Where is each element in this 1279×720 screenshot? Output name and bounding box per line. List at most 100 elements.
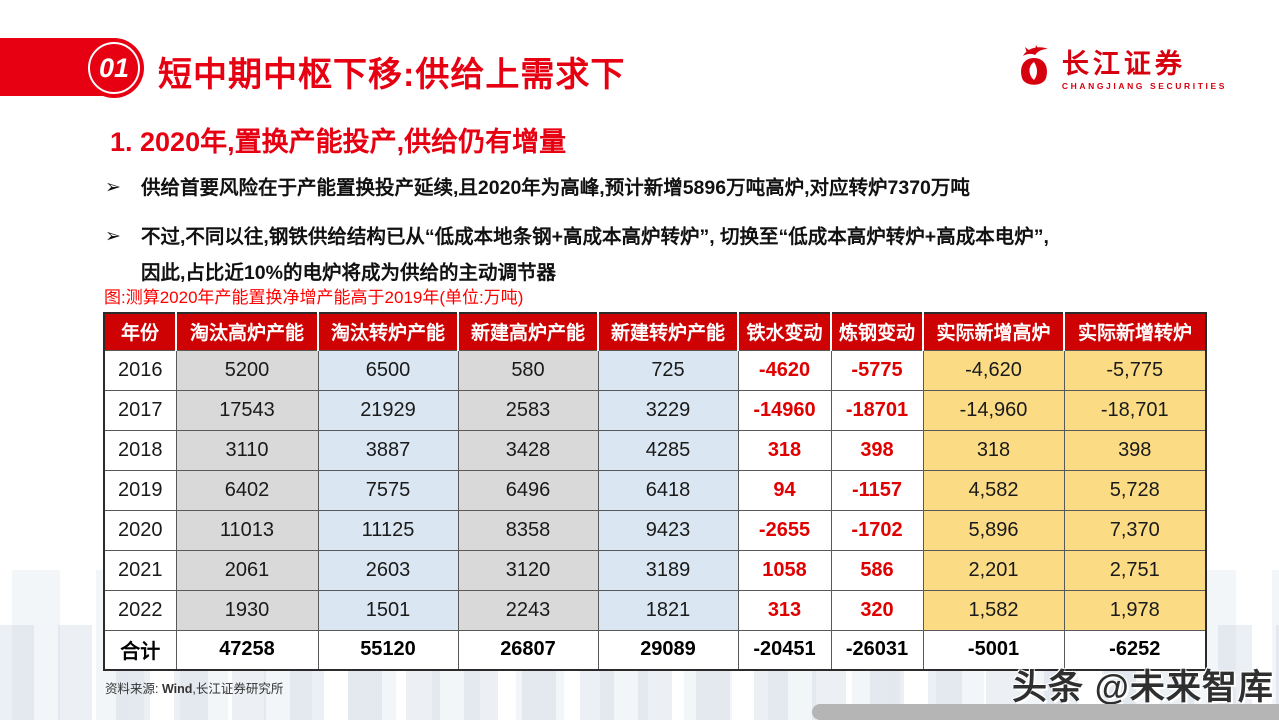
year-cell: 2018 xyxy=(103,429,177,471)
table-row: 2021 2061 2603 3120 3189 1058 586 2,201 2,751 xyxy=(103,549,1207,591)
source-prefix: 资料来源: xyxy=(105,682,162,696)
value-cell: 47258 xyxy=(175,629,319,671)
value-cell: 1,582 xyxy=(922,589,1065,631)
value-cell: 3110 xyxy=(175,429,319,471)
value-cell: 5,728 xyxy=(1063,469,1207,511)
dragon-emblem-icon xyxy=(1015,44,1053,97)
value-cell: -26031 xyxy=(830,629,924,671)
value-cell: 2061 xyxy=(175,549,319,591)
value-cell: -2655 xyxy=(737,509,832,551)
value-cell: 5200 xyxy=(175,349,319,391)
capacity-table-wrap: 年份 淘汰高炉产能 淘汰转炉产能 新建高炉产能 新建转炉产能 铁水变动 炼钢变动 实际新增高炉… xyxy=(103,312,1207,671)
column-header: 实际新增高炉 xyxy=(922,313,1064,350)
year-cell: 2022 xyxy=(103,589,177,631)
column-header: 铁水变动 xyxy=(737,313,831,350)
table-row: 2017 17543 21929 2583 3229 -14960 -18701 -14,96… xyxy=(103,389,1207,431)
column-header: 新建转炉产能 xyxy=(597,313,738,350)
bullet-text: 不过,不同以往,钢铁供给结构已从“低成本地条钢+高成本高炉转炉”, 切换至“低成… xyxy=(141,226,1049,284)
value-cell: 725 xyxy=(597,349,739,391)
value-cell: 11013 xyxy=(175,509,319,551)
value-cell: 3428 xyxy=(457,429,599,471)
table-row: 2022 1930 1501 2243 1821 313 320 1,582 1,978 xyxy=(103,589,1207,631)
value-cell: 1930 xyxy=(175,589,319,631)
value-cell: 5,896 xyxy=(922,509,1065,551)
source-note: 资料来源: Wind,长江证券研究所 xyxy=(105,678,283,697)
value-cell: 8358 xyxy=(457,509,599,551)
value-cell: 17543 xyxy=(175,389,319,431)
figure-caption: 图:测算2020年产能置换净增产能高于2019年(单位:万吨) xyxy=(104,288,524,307)
value-cell: 318 xyxy=(922,429,1065,471)
section-number-badge: 01 xyxy=(88,42,140,94)
column-header: 新建高炉产能 xyxy=(457,313,598,350)
logo-text: 长江证券 CHANGJIANG SECURITIES xyxy=(1061,49,1227,91)
value-cell: -18701 xyxy=(830,389,924,431)
value-cell: 21929 xyxy=(317,389,459,431)
bullet-list: ➢ 供给首要风险在于产能置换投产延续,且2020年为高峰,预计新增5896万吨高… xyxy=(105,170,1197,304)
value-cell: -1702 xyxy=(830,509,924,551)
value-cell: 3120 xyxy=(457,549,599,591)
value-cell: 9423 xyxy=(597,509,739,551)
column-header: 淘汰高炉产能 xyxy=(175,313,318,350)
value-cell: 1501 xyxy=(317,589,459,631)
value-cell: 4,582 xyxy=(922,469,1065,511)
table-total-row: 合计 47258 55120 26807 29089 -20451 -26031 -5001-… xyxy=(103,629,1207,671)
value-cell: -5001 xyxy=(922,629,1065,671)
table-row: 2016 5200 6500 580 725 -4620 -5775 -4,620 -5,775 xyxy=(103,349,1207,391)
value-cell: 586 xyxy=(830,549,924,591)
page-title: 短中期中枢下移:供给上需求下 xyxy=(158,56,626,94)
value-cell: 2,751 xyxy=(1063,549,1207,591)
value-cell: 6496 xyxy=(457,469,599,511)
table-row: 2019 6402 7575 6496 6418 94 -1157 4,582 5,728 xyxy=(103,469,1207,511)
value-cell: -5,775 xyxy=(1063,349,1207,391)
column-header: 实际新增转炉 xyxy=(1063,313,1206,350)
bottom-gray-bar xyxy=(812,704,1279,720)
value-cell: 3189 xyxy=(597,549,739,591)
year-cell: 2019 xyxy=(103,469,177,511)
year-cell: 2017 xyxy=(103,389,177,431)
value-cell: -18,701 xyxy=(1063,389,1207,431)
value-cell: 26807 xyxy=(457,629,599,671)
value-cell: 29089 xyxy=(597,629,739,671)
value-cell: -1157 xyxy=(830,469,924,511)
value-cell: -14960 xyxy=(737,389,832,431)
source-wind: Wind xyxy=(161,682,193,696)
year-cell: 2016 xyxy=(103,349,177,391)
capacity-table: 年份 淘汰高炉产能 淘汰转炉产能 新建高炉产能 新建转炉产能 铁水变动 炼钢变动 实际新增高炉… xyxy=(103,312,1207,671)
value-cell: 1821 xyxy=(597,589,739,631)
list-item: ➢ 供给首要风险在于产能置换投产延续,且2020年为高峰,预计新增5896万吨高… xyxy=(105,170,1197,206)
value-cell: 398 xyxy=(1063,429,1207,471)
logo-name-en: CHANGJIANG SECURITIES xyxy=(1061,80,1227,91)
value-cell: -20451 xyxy=(737,629,832,671)
table-row: 2018 3110 3887 3428 4285 318 398 318 398 xyxy=(103,429,1207,471)
column-header: 炼钢变动 xyxy=(830,313,923,350)
arrow-bullet-icon: ➢ xyxy=(105,226,121,247)
toutiao-watermark: 头条 @未来智库 xyxy=(1012,668,1274,707)
table-body: 2016 5200 6500 580 725 -4620 -5775 -4,620 -5,775… xyxy=(103,349,1207,671)
year-cell: 2021 xyxy=(103,549,177,591)
value-cell: -6252 xyxy=(1063,629,1207,671)
year-cell: 2020 xyxy=(103,509,177,551)
value-cell: 318 xyxy=(737,429,832,471)
value-cell: 11125 xyxy=(317,509,459,551)
logo-name-cn: 长江证券 xyxy=(1061,49,1186,80)
source-suffix: ,长江证券研究所 xyxy=(192,682,284,696)
table-row: 年份 淘汰高炉产能 淘汰转炉产能 新建高炉产能 新建转炉产能 铁水变动 炼钢变动 实际新增高炉… xyxy=(104,313,1206,350)
list-item: ➢ 不过,不同以往,钢铁供给结构已从“低成本地条钢+高成本高炉转炉”, 切换至“… xyxy=(105,219,1197,291)
value-cell: 398 xyxy=(830,429,924,471)
value-cell: -14,960 xyxy=(922,389,1065,431)
value-cell: -4,620 xyxy=(922,349,1065,391)
value-cell: 580 xyxy=(457,349,599,391)
value-cell: 6402 xyxy=(175,469,319,511)
value-cell: 6418 xyxy=(597,469,739,511)
company-logo: 长江证券 CHANGJIANG SECURITIES xyxy=(1015,44,1227,97)
value-cell: 7575 xyxy=(317,469,459,511)
value-cell: 2243 xyxy=(457,589,599,631)
value-cell: 1,978 xyxy=(1063,589,1207,631)
table-header-row: 年份 淘汰高炉产能 淘汰转炉产能 新建高炉产能 新建转炉产能 铁水变动 炼钢变动 实际新增高炉… xyxy=(104,313,1206,350)
arrow-bullet-icon: ➢ xyxy=(105,177,121,198)
value-cell: 320 xyxy=(830,589,924,631)
value-cell: 2,201 xyxy=(922,549,1065,591)
bullet-text: 供给首要风险在于产能置换投产延续,且2020年为高峰,预计新增5896万吨高炉,… xyxy=(141,177,970,199)
value-cell: 4285 xyxy=(597,429,739,471)
